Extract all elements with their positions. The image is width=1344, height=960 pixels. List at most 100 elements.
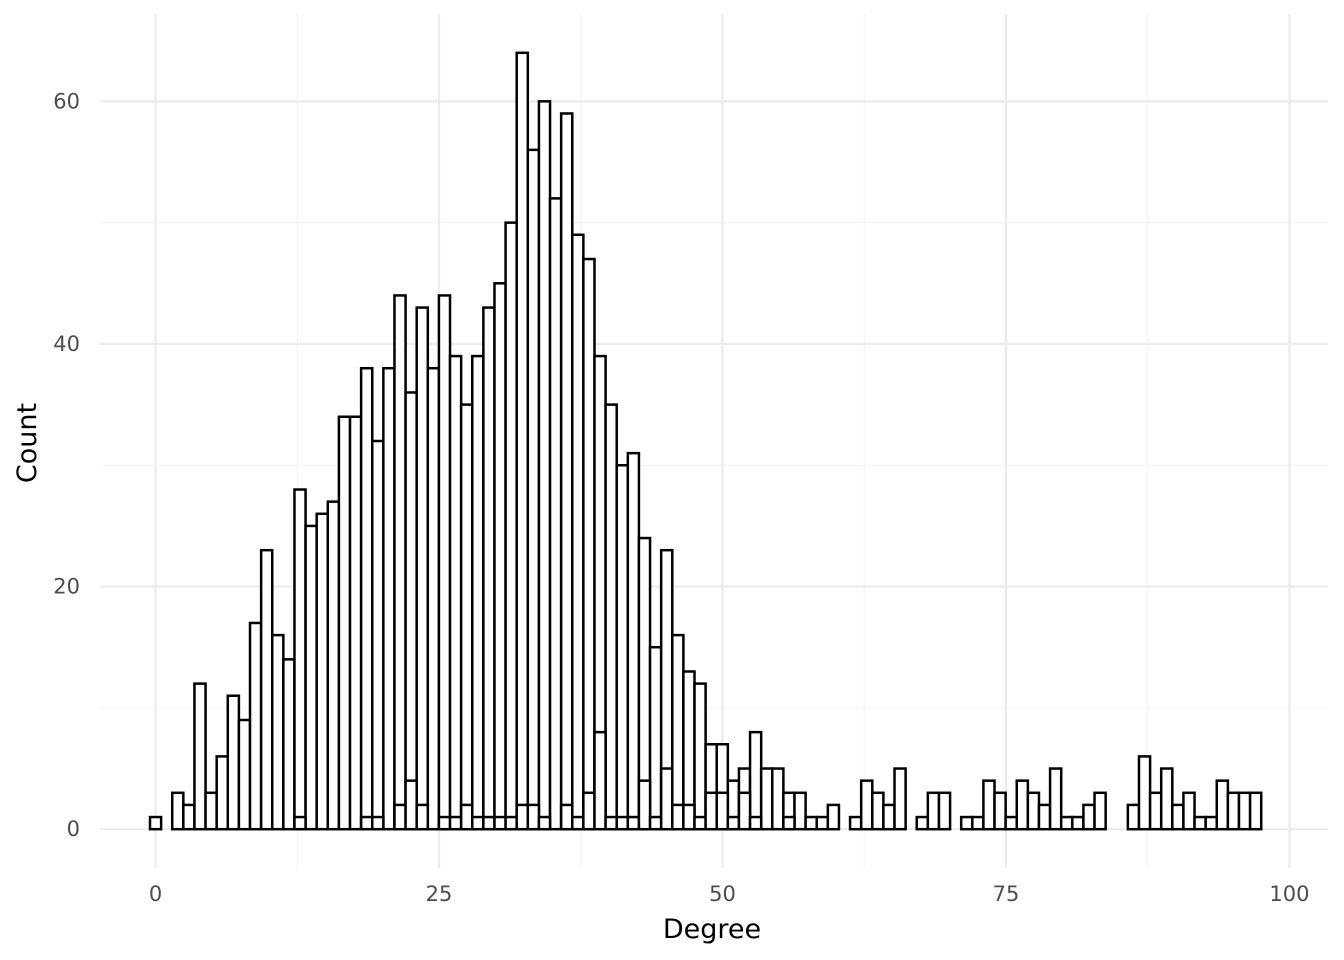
histogram-bar (448, 354, 463, 831)
histogram-bar (1148, 791, 1163, 831)
histogram-bar (382, 366, 396, 831)
histogram-bar (259, 548, 274, 831)
overlay-bar (626, 815, 641, 831)
histogram-bar (1059, 815, 1074, 831)
histogram-bar (148, 815, 163, 831)
histogram-bar (170, 791, 185, 831)
overlay-bar (637, 779, 652, 831)
overlay-bar (293, 815, 307, 831)
histogram-bar (804, 815, 818, 831)
histogram-bar (648, 645, 663, 831)
histogram-bar (193, 682, 207, 831)
histogram-bar (1137, 755, 1152, 831)
histogram-bar (693, 682, 707, 831)
histogram-bar (237, 718, 252, 831)
histogram-bar (537, 100, 552, 831)
histogram-bar (1193, 815, 1207, 831)
histogram-bar (871, 791, 885, 831)
histogram-bar (571, 233, 585, 831)
overlay-bar (671, 803, 685, 831)
x-tick-label: 25 (426, 882, 453, 906)
histogram-bar (615, 464, 630, 831)
overlay-bar (748, 815, 763, 831)
y-tick-label: 60 (53, 89, 80, 113)
histogram-bar (1026, 791, 1041, 831)
y-axis-tick-labels: 0 20 40 60 (53, 89, 80, 841)
histogram-bar (282, 658, 296, 831)
histogram-bar (815, 815, 830, 831)
overlay-bar (659, 767, 674, 831)
histogram-bar (1237, 791, 1252, 831)
overlay-bar (648, 815, 663, 831)
histogram-bar (759, 767, 774, 831)
histogram-bar (459, 403, 474, 831)
overlay-bar (615, 815, 630, 831)
overlay-bar (437, 815, 452, 831)
histogram-bar (204, 791, 218, 831)
histogram-bar (471, 354, 485, 831)
histogram-bar (748, 730, 763, 831)
overlay-bar (559, 803, 574, 831)
overlay-bar (370, 815, 385, 831)
overlay-bar (482, 815, 496, 831)
overlay-bar (682, 803, 696, 831)
histogram-bar (504, 221, 518, 831)
histogram-bar (1159, 767, 1174, 831)
histogram-bar (1015, 779, 1030, 831)
histogram-bar (1048, 767, 1063, 831)
y-tick-label: 20 (53, 575, 80, 599)
histogram-bar (971, 815, 985, 831)
overlay-bar (526, 803, 541, 831)
histogram-bar (1226, 791, 1241, 831)
histogram-bar (893, 767, 907, 831)
histogram-bar (415, 306, 430, 831)
y-axis-title: Count (12, 403, 43, 483)
overlay-bars (293, 730, 796, 831)
histogram-bar (604, 403, 618, 831)
histogram-bar (793, 791, 807, 831)
overlay-bar (593, 730, 607, 831)
overlay-bar (537, 815, 552, 831)
histogram-bar (926, 791, 941, 831)
histogram-bar (393, 294, 407, 831)
overlay-bar (726, 815, 741, 831)
histogram-bar (515, 51, 530, 831)
histogram-bar (548, 197, 563, 831)
histogram-bars (148, 51, 1263, 831)
histogram-bar (482, 306, 496, 831)
overlay-bar (448, 815, 463, 831)
histogram-bar (326, 500, 341, 831)
overlay-bar (459, 803, 474, 831)
histogram-bar (248, 621, 263, 831)
histogram-bar (270, 633, 285, 831)
overlay-bar (582, 791, 596, 831)
histogram-bar (226, 694, 241, 831)
histogram-bar (1182, 791, 1196, 831)
histogram-bar (993, 791, 1007, 831)
histogram-bar (982, 779, 996, 831)
histogram-bar (626, 451, 641, 831)
histogram-bar (848, 815, 863, 831)
histogram-bar (1037, 803, 1052, 831)
histogram-bar (959, 815, 974, 831)
x-tick-label: 100 (1269, 882, 1309, 906)
overlay-bar (404, 779, 418, 831)
y-tick-label: 0 (67, 817, 80, 841)
histogram-bar (1248, 791, 1263, 831)
histogram-bar (915, 815, 930, 831)
overlay-bar (515, 803, 530, 831)
histogram-bar (182, 803, 196, 831)
histogram-bar (582, 257, 596, 831)
histogram-bar (215, 755, 230, 831)
histogram-bar (859, 779, 874, 831)
overlay-bar (393, 803, 407, 831)
histogram-bar (370, 439, 385, 831)
overlay-bar (571, 815, 585, 831)
overlay-bar (471, 815, 485, 831)
histogram-bar (1082, 803, 1096, 831)
histogram-bar (1171, 803, 1185, 831)
overlay-bar (782, 815, 796, 831)
x-axis-tick-labels: 0 25 50 75 100 (149, 882, 1310, 906)
histogram-bar (1204, 815, 1219, 831)
